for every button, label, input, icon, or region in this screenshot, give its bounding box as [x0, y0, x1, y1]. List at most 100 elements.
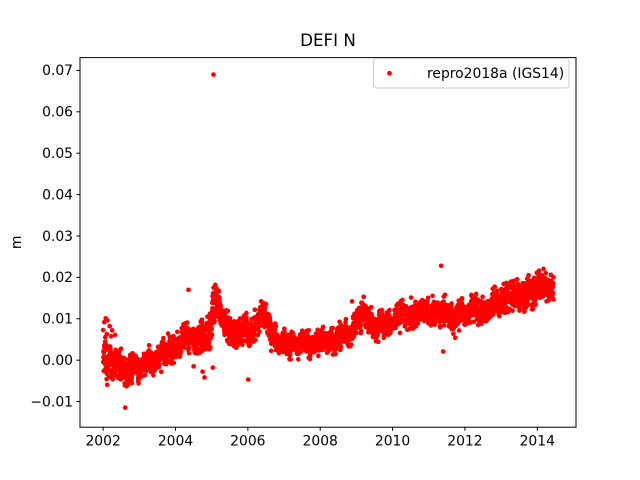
scatter-series [100, 72, 556, 411]
data-point [451, 331, 456, 337]
data-point [175, 329, 180, 335]
data-point [480, 294, 485, 300]
y-tick-label: −0.01 [30, 394, 73, 410]
data-point [129, 380, 135, 386]
data-point [348, 342, 354, 348]
data-point [368, 304, 374, 310]
data-point [522, 309, 527, 315]
x-tick-label: 2002 [85, 434, 120, 450]
y-tick-label: 0.00 [42, 353, 73, 369]
legend-marker-icon [387, 70, 392, 76]
data-point [142, 372, 148, 378]
data-point [285, 332, 291, 338]
data-point [263, 301, 269, 307]
y-tick-label: 0.04 [42, 187, 73, 203]
outlier-point [112, 332, 118, 338]
data-point [375, 339, 381, 345]
data-point [471, 319, 477, 325]
chart-title: DEFI N [300, 30, 356, 50]
data-point [267, 318, 273, 324]
data-point [161, 335, 166, 341]
data-point [551, 297, 556, 302]
data-point [244, 315, 249, 320]
data-point [408, 295, 414, 300]
data-point [184, 320, 190, 325]
data-point [338, 344, 344, 350]
data-point [449, 301, 454, 306]
data-point [315, 327, 321, 333]
data-point [282, 329, 287, 335]
outlier-point [442, 292, 448, 298]
data-point [403, 303, 409, 309]
data-point [526, 302, 532, 308]
data-point [171, 360, 177, 366]
data-point [424, 298, 430, 304]
outlier-point [440, 349, 446, 354]
data-point [358, 328, 364, 334]
data-point [343, 316, 349, 322]
data-point [441, 299, 446, 305]
data-point [351, 334, 357, 339]
y-axis-tick-labels: −0.01 0.00 0.01 0.02 0.03 0.04 0.05 0.06… [30, 63, 73, 410]
data-point [100, 327, 106, 333]
outlier-point [200, 369, 205, 375]
data-point [333, 351, 338, 357]
data-point [514, 276, 520, 282]
data-point [533, 302, 539, 307]
x-tick-label: 2004 [158, 434, 194, 450]
data-point [253, 337, 258, 343]
y-tick-label: 0.01 [42, 312, 73, 328]
data-point [387, 307, 392, 313]
data-point [337, 319, 342, 325]
data-point [212, 318, 217, 324]
data-point [195, 342, 200, 347]
data-point [456, 328, 462, 333]
data-point [104, 342, 109, 348]
data-point [165, 331, 171, 336]
data-point [273, 323, 279, 329]
data-point [437, 324, 443, 330]
data-point [122, 356, 127, 361]
data-point [469, 293, 474, 299]
data-point [288, 357, 294, 362]
y-axis-ticks [76, 69, 80, 403]
y-tick-label: 0.02 [42, 270, 73, 286]
x-tick-label: 2014 [520, 434, 556, 450]
data-point [125, 382, 131, 388]
data-point [108, 345, 113, 351]
data-point [379, 307, 385, 313]
data-point [510, 308, 515, 314]
data-point [257, 329, 262, 335]
data-point [135, 356, 141, 362]
data-point [108, 334, 114, 339]
data-point [104, 382, 110, 388]
data-point [517, 308, 522, 313]
y-tick-label: 0.07 [42, 63, 73, 79]
data-point [186, 345, 192, 350]
data-point [268, 348, 274, 354]
x-axis-tick-labels: 2002 2004 2006 2008 2010 2012 2014 [85, 434, 555, 450]
data-point [413, 299, 418, 305]
outlier-point [245, 377, 251, 382]
data-point [494, 288, 500, 294]
data-point [425, 295, 431, 301]
data-point [209, 325, 215, 331]
y-tick-label: 0.06 [42, 105, 73, 121]
data-point [551, 275, 556, 280]
data-point [157, 362, 162, 367]
data-point [430, 293, 435, 299]
outlier-point [191, 364, 196, 369]
outlier-point [438, 263, 444, 269]
data-point [441, 323, 447, 328]
data-point [262, 305, 268, 311]
data-point [136, 381, 141, 386]
data-point [526, 272, 531, 278]
data-point [118, 346, 124, 352]
data-point [433, 319, 439, 324]
data-point [158, 369, 164, 375]
legend: repro2018a (IGS14) [373, 58, 570, 89]
data-point [244, 310, 249, 316]
data-point [225, 308, 231, 314]
outlier-point [107, 323, 113, 329]
